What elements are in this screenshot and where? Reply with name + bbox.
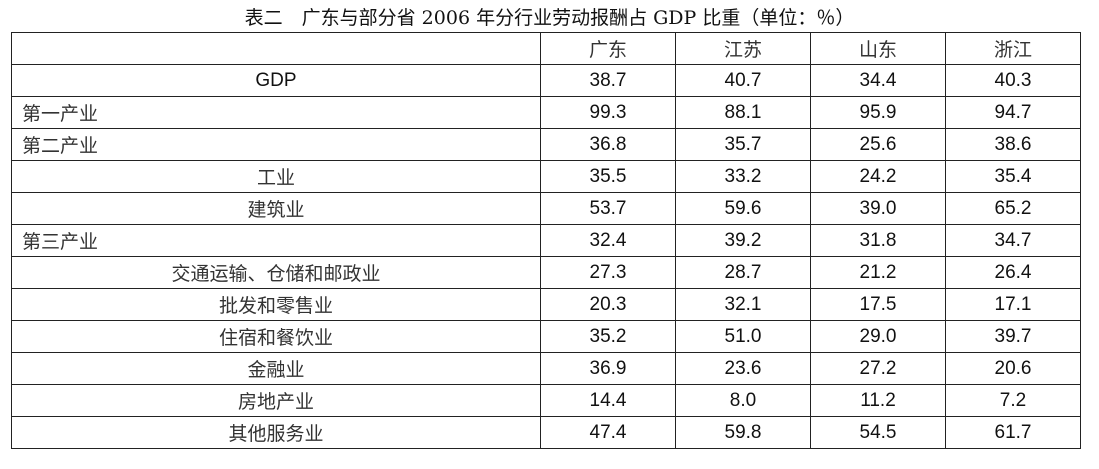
header-cell-shandong: 山东 (810, 32, 946, 65)
value-cell: 23.6 (675, 352, 811, 385)
value-cell: 33.2 (675, 160, 811, 193)
value-cell: 40.3 (945, 64, 1081, 97)
header-row: 广东 江苏 山东 浙江 (11, 32, 1081, 65)
header-cell-jiangsu: 江苏 (675, 32, 811, 65)
value-cell: 95.9 (810, 96, 946, 129)
data-table: 广东 江苏 山东 浙江 GDP 38.7 40.7 34.4 40.3 第一产业 99.3 8… (11, 32, 1081, 449)
value-cell: 38.7 (540, 64, 676, 97)
row-label: 房地产业 (11, 384, 541, 417)
value-cell: 24.2 (810, 160, 946, 193)
value-cell: 21.2 (810, 256, 946, 289)
table-row: 批发和零售业 20.3 32.1 17.5 17.1 (11, 288, 1081, 321)
value-cell: 47.4 (540, 416, 676, 449)
value-cell: 29.0 (810, 320, 946, 353)
table-row: GDP 38.7 40.7 34.4 40.3 (11, 64, 1081, 97)
value-cell: 59.6 (675, 192, 811, 225)
value-cell: 25.6 (810, 128, 946, 161)
row-label: 住宿和餐饮业 (11, 320, 541, 353)
table-row: 住宿和餐饮业 35.2 51.0 29.0 39.7 (11, 320, 1081, 353)
row-label: 第二产业 (11, 128, 541, 161)
value-cell: 39.7 (945, 320, 1081, 353)
value-cell: 28.7 (675, 256, 811, 289)
value-cell: 35.5 (540, 160, 676, 193)
value-cell: 32.4 (540, 224, 676, 257)
row-label: GDP (11, 64, 541, 97)
value-cell: 27.2 (810, 352, 946, 385)
value-cell: 65.2 (945, 192, 1081, 225)
value-cell: 38.6 (945, 128, 1081, 161)
value-cell: 8.0 (675, 384, 811, 417)
value-cell: 7.2 (945, 384, 1081, 417)
value-cell: 35.7 (675, 128, 811, 161)
value-cell: 20.3 (540, 288, 676, 321)
value-cell: 61.7 (945, 416, 1081, 449)
header-cell-guangdong: 广东 (540, 32, 676, 65)
value-cell: 54.5 (810, 416, 946, 449)
value-cell: 39.0 (810, 192, 946, 225)
value-cell: 20.6 (945, 352, 1081, 385)
table-row: 第二产业 36.8 35.7 25.6 38.6 (11, 128, 1081, 161)
value-cell: 26.4 (945, 256, 1081, 289)
value-cell: 36.8 (540, 128, 676, 161)
value-cell: 11.2 (810, 384, 946, 417)
value-cell: 35.2 (540, 320, 676, 353)
value-cell: 17.1 (945, 288, 1081, 321)
table-row: 金融业 36.9 23.6 27.2 20.6 (11, 352, 1081, 385)
value-cell: 35.4 (945, 160, 1081, 193)
value-cell: 88.1 (675, 96, 811, 129)
table-row: 其他服务业 47.4 59.8 54.5 61.7 (11, 416, 1081, 449)
value-cell: 34.7 (945, 224, 1081, 257)
value-cell: 40.7 (675, 64, 811, 97)
row-label: 金融业 (11, 352, 541, 385)
row-label: 其他服务业 (11, 416, 541, 449)
table-row: 交通运输、仓储和邮政业 27.3 28.7 21.2 26.4 (11, 256, 1081, 289)
value-cell: 31.8 (810, 224, 946, 257)
table-row: 房地产业 14.4 8.0 11.2 7.2 (11, 384, 1081, 417)
value-cell: 14.4 (540, 384, 676, 417)
table-row: 建筑业 53.7 59.6 39.0 65.2 (11, 192, 1081, 225)
value-cell: 27.3 (540, 256, 676, 289)
value-cell: 53.7 (540, 192, 676, 225)
row-label: 第三产业 (11, 224, 541, 257)
value-cell: 99.3 (540, 96, 676, 129)
table-title: 表二 广东与部分省 2006 年分行业劳动报酬占 GDP 比重（单位：％） (244, 7, 855, 29)
table-row: 工业 35.5 33.2 24.2 35.4 (11, 160, 1081, 193)
row-label: 批发和零售业 (11, 288, 541, 321)
value-cell: 59.8 (675, 416, 811, 449)
value-cell: 36.9 (540, 352, 676, 385)
value-cell: 51.0 (675, 320, 811, 353)
row-label: 工业 (11, 160, 541, 193)
table-row: 第三产业 32.4 39.2 31.8 34.7 (11, 224, 1081, 257)
row-label: 交通运输、仓储和邮政业 (11, 256, 541, 289)
value-cell: 32.1 (675, 288, 811, 321)
value-cell: 39.2 (675, 224, 811, 257)
value-cell: 17.5 (810, 288, 946, 321)
row-label: 建筑业 (11, 192, 541, 225)
header-cell-zhejiang: 浙江 (945, 32, 1081, 65)
header-cell-blank (11, 32, 541, 65)
row-label: 第一产业 (11, 96, 541, 129)
value-cell: 94.7 (945, 96, 1081, 129)
table-row: 第一产业 99.3 88.1 95.9 94.7 (11, 96, 1081, 129)
value-cell: 34.4 (810, 64, 946, 97)
